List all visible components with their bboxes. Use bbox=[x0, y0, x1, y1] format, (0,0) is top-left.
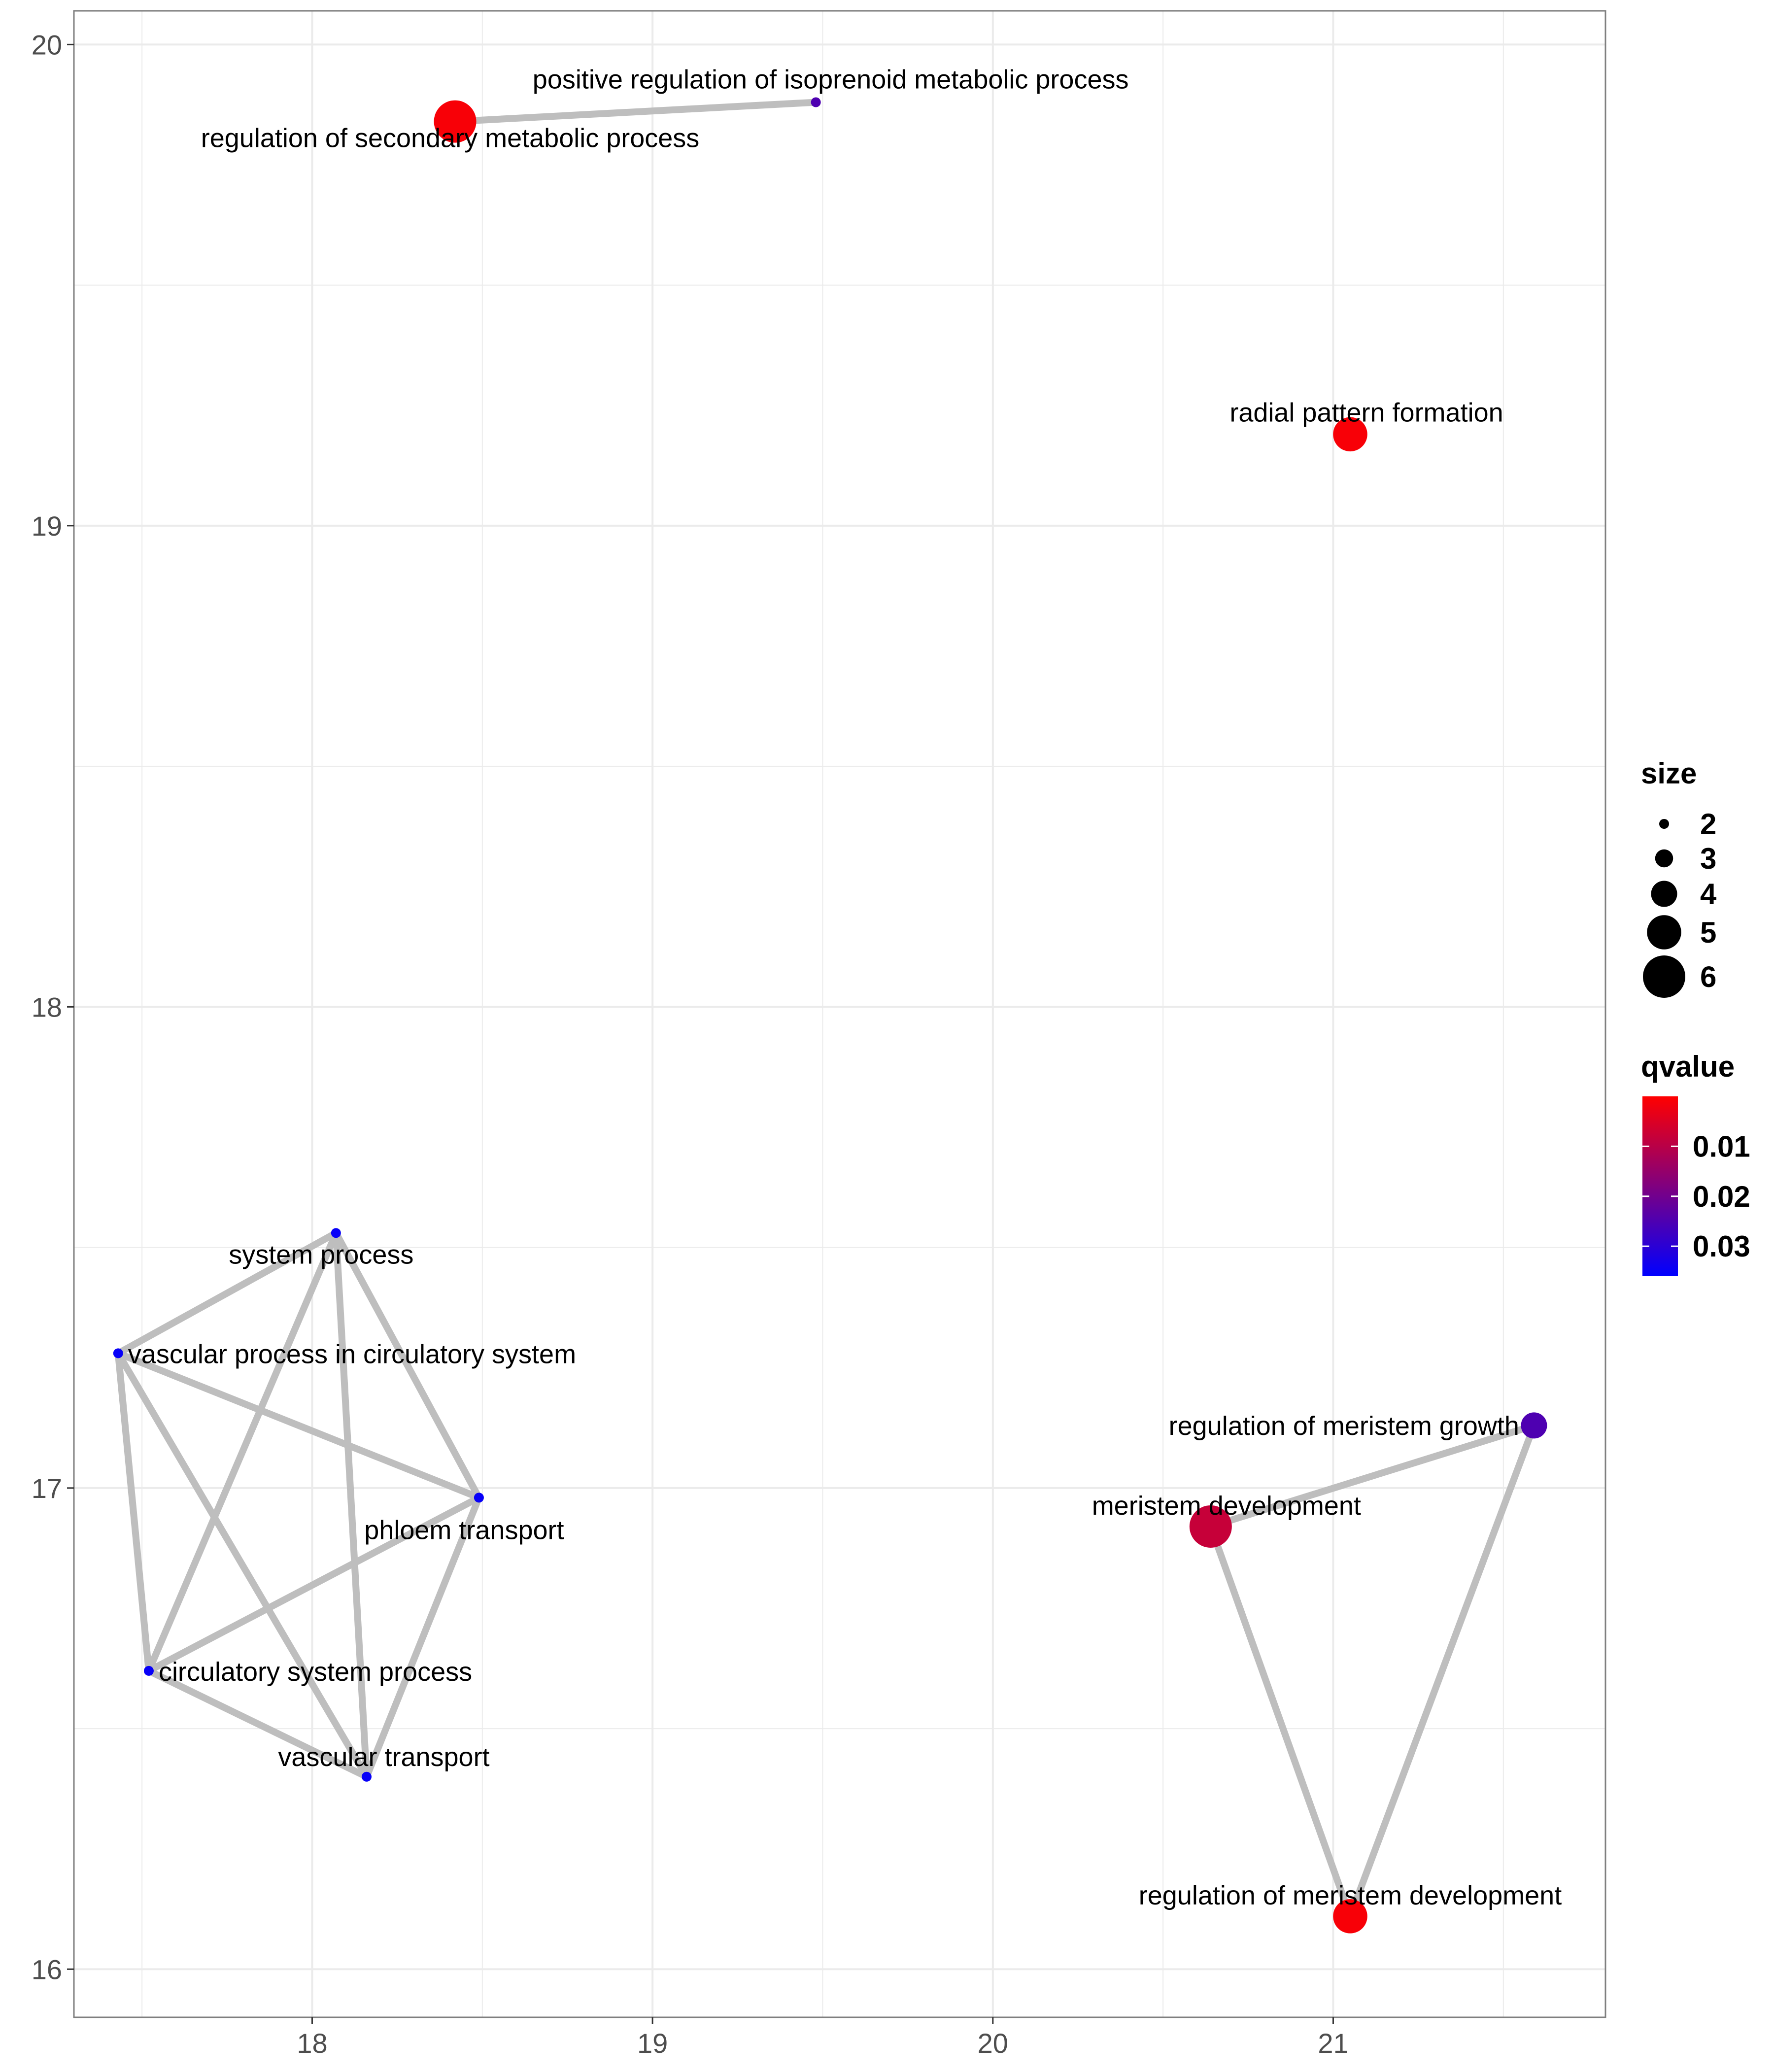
node-rsmp bbox=[434, 100, 477, 143]
legend-size-label: 6 bbox=[1700, 960, 1716, 993]
edge-layer bbox=[114, 99, 1537, 1918]
node-layer bbox=[113, 97, 1547, 1934]
legend-size-key bbox=[1651, 881, 1677, 907]
node-label-csp: circulatory system process bbox=[159, 1657, 472, 1687]
x-tick-label: 21 bbox=[1318, 2028, 1348, 2059]
panel-border bbox=[73, 10, 1606, 2018]
legend-size-key bbox=[1647, 915, 1681, 950]
y-tick-label: 19 bbox=[32, 510, 62, 542]
x-tick-label: 18 bbox=[297, 2028, 327, 2059]
network-edge bbox=[117, 1350, 480, 1501]
y-tick-label: 16 bbox=[32, 1954, 62, 1985]
legend-size-label: 5 bbox=[1700, 916, 1716, 949]
legend-size-label: 2 bbox=[1700, 808, 1716, 841]
legend-size-title: size bbox=[1641, 757, 1697, 790]
label-layer: regulation of secondary metabolic proces… bbox=[128, 65, 1562, 1910]
legend-size-key bbox=[1659, 819, 1669, 829]
legend-size-label: 4 bbox=[1700, 878, 1717, 911]
network-edge bbox=[114, 1353, 152, 1671]
network-edge bbox=[115, 1351, 370, 1779]
network-edge bbox=[333, 1231, 482, 1499]
grid-layer bbox=[74, 11, 1605, 2017]
network-edge bbox=[147, 1495, 481, 1674]
legend-size-key bbox=[1655, 849, 1673, 868]
node-pt bbox=[474, 1493, 484, 1503]
legend-color-label: 0.01 bbox=[1693, 1130, 1750, 1163]
legend-color-label: 0.03 bbox=[1693, 1230, 1750, 1263]
node-md bbox=[1189, 1505, 1232, 1548]
network-edge bbox=[116, 1230, 338, 1357]
node-rpf bbox=[1333, 417, 1367, 452]
node-label-sp: system process bbox=[229, 1240, 413, 1269]
node-label-vt: vascular transport bbox=[278, 1742, 489, 1772]
y-tick-label: 20 bbox=[32, 29, 62, 60]
network-edge bbox=[147, 1667, 369, 1780]
node-csp bbox=[143, 1665, 154, 1676]
node-primp bbox=[811, 97, 821, 107]
node-vt bbox=[361, 1771, 372, 1782]
network-edge bbox=[363, 1496, 482, 1778]
axis-layer: 18 19 20 21 16 17 18 19 20 bbox=[32, 29, 1349, 2059]
network-edge bbox=[1209, 1422, 1535, 1530]
legend-color-label: 0.02 bbox=[1693, 1180, 1750, 1213]
node-sp bbox=[331, 1228, 341, 1238]
y-tick-label: 18 bbox=[32, 991, 62, 1022]
node-label-md: meristem development bbox=[1092, 1491, 1361, 1521]
node-vpcs bbox=[113, 1348, 123, 1359]
legend-size-key bbox=[1643, 955, 1685, 998]
network-edge bbox=[1347, 1424, 1537, 1918]
node-label-vpcs: vascular process in circulatory system bbox=[128, 1339, 576, 1369]
y-tick-label: 17 bbox=[32, 1473, 62, 1504]
legend-size-label: 3 bbox=[1700, 842, 1716, 875]
node-rmg bbox=[1521, 1412, 1547, 1439]
x-tick-label: 20 bbox=[978, 2028, 1008, 2059]
node-label-primp: positive regulation of isoprenoid metabo… bbox=[533, 65, 1129, 95]
legend-colorbar bbox=[1642, 1096, 1678, 1276]
network-edge bbox=[145, 1231, 340, 1672]
network-edge bbox=[455, 99, 817, 125]
node-label-pt: phloem transport bbox=[364, 1515, 564, 1545]
node-label-rmg: regulation of meristem growth bbox=[1169, 1411, 1519, 1441]
legend-color-title: qvalue bbox=[1641, 1050, 1735, 1083]
network-edge bbox=[332, 1232, 370, 1777]
node-label-rsmp: regulation of secondary metabolic proces… bbox=[201, 124, 700, 153]
node-label-rpf: radial pattern formation bbox=[1229, 398, 1503, 427]
node-rmd bbox=[1333, 1899, 1367, 1934]
x-tick-label: 19 bbox=[637, 2028, 668, 2059]
network-edge bbox=[1207, 1525, 1354, 1918]
node-label-rmd: regulation of meristem development bbox=[1139, 1881, 1562, 1910]
